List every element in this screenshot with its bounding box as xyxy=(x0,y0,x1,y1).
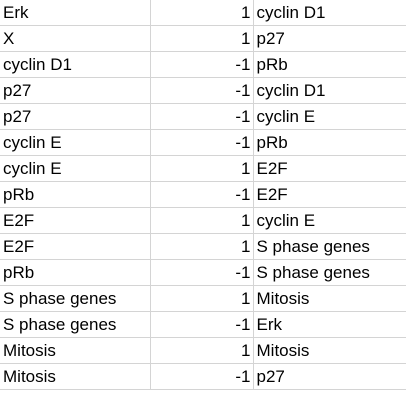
sign-cell[interactable]: 1 xyxy=(149,285,254,312)
table-row: p27 -1 cyclin D1 xyxy=(0,77,406,104)
source-cell[interactable]: Mitosis xyxy=(0,363,151,390)
sign-cell[interactable]: -1 xyxy=(149,311,254,338)
source-cell[interactable]: E2F xyxy=(0,207,151,234)
target-cell[interactable]: p27 xyxy=(252,25,406,52)
sign-cell[interactable]: 1 xyxy=(149,233,254,260)
table-row: pRb -1 S phase genes xyxy=(0,259,406,286)
source-cell[interactable]: S phase genes xyxy=(0,285,151,312)
sign-cell[interactable]: -1 xyxy=(149,103,254,130)
sign-cell[interactable]: -1 xyxy=(149,77,254,104)
target-cell[interactable]: S phase genes xyxy=(252,233,406,260)
table-row: cyclin E -1 pRb xyxy=(0,129,406,156)
grid-body: Erk 1 cyclin D1 X 1 p27 cyclin D1 -1 pRb p27 -1 cyc… xyxy=(0,0,406,390)
source-cell[interactable]: pRb xyxy=(0,181,151,208)
table-row: pRb -1 E2F xyxy=(0,181,406,208)
target-cell[interactable]: cyclin D1 xyxy=(252,77,406,104)
source-cell[interactable]: Mitosis xyxy=(0,337,151,364)
source-cell[interactable]: X xyxy=(0,25,151,52)
target-cell[interactable]: pRb xyxy=(252,51,406,78)
table-row: Erk 1 cyclin D1 xyxy=(0,0,406,26)
sign-cell[interactable]: -1 xyxy=(149,129,254,156)
source-cell[interactable]: cyclin D1 xyxy=(0,51,151,78)
table-row: E2F 1 cyclin E xyxy=(0,207,406,234)
target-cell[interactable]: Erk xyxy=(252,311,406,338)
sign-cell[interactable]: 1 xyxy=(149,337,254,364)
table-row: Mitosis -1 p27 xyxy=(0,363,406,390)
sign-cell[interactable]: -1 xyxy=(149,363,254,390)
sign-cell[interactable]: -1 xyxy=(149,181,254,208)
table-row: E2F 1 S phase genes xyxy=(0,233,406,260)
target-cell[interactable]: cyclin E xyxy=(252,103,406,130)
table-row: cyclin E 1 E2F xyxy=(0,155,406,182)
target-cell[interactable]: cyclin E xyxy=(252,207,406,234)
target-cell[interactable]: E2F xyxy=(252,155,406,182)
sign-cell[interactable]: 1 xyxy=(149,25,254,52)
source-cell[interactable]: Erk xyxy=(0,0,151,26)
source-cell[interactable]: pRb xyxy=(0,259,151,286)
sign-cell[interactable]: 1 xyxy=(149,155,254,182)
target-cell[interactable]: S phase genes xyxy=(252,259,406,286)
target-cell[interactable]: cyclin D1 xyxy=(252,0,406,26)
source-cell[interactable]: E2F xyxy=(0,233,151,260)
target-cell[interactable]: Mitosis xyxy=(252,337,406,364)
source-cell[interactable]: p27 xyxy=(0,103,151,130)
table-row: S phase genes -1 Erk xyxy=(0,311,406,338)
spreadsheet-grid: Erk 1 cyclin D1 X 1 p27 cyclin D1 -1 pRb p27 -1 cyc… xyxy=(0,0,406,390)
source-cell[interactable]: p27 xyxy=(0,77,151,104)
source-cell[interactable]: S phase genes xyxy=(0,311,151,338)
sign-cell[interactable]: -1 xyxy=(149,51,254,78)
table-row: S phase genes 1 Mitosis xyxy=(0,285,406,312)
sign-cell[interactable]: 1 xyxy=(149,207,254,234)
table-row: Mitosis 1 Mitosis xyxy=(0,337,406,364)
target-cell[interactable]: E2F xyxy=(252,181,406,208)
target-cell[interactable]: p27 xyxy=(252,363,406,390)
sign-cell[interactable]: 1 xyxy=(149,0,254,26)
table-row: p27 -1 cyclin E xyxy=(0,103,406,130)
source-cell[interactable]: cyclin E xyxy=(0,155,151,182)
table-row: cyclin D1 -1 pRb xyxy=(0,51,406,78)
table-row: X 1 p27 xyxy=(0,25,406,52)
target-cell[interactable]: Mitosis xyxy=(252,285,406,312)
sign-cell[interactable]: -1 xyxy=(149,259,254,286)
source-cell[interactable]: cyclin E xyxy=(0,129,151,156)
target-cell[interactable]: pRb xyxy=(252,129,406,156)
